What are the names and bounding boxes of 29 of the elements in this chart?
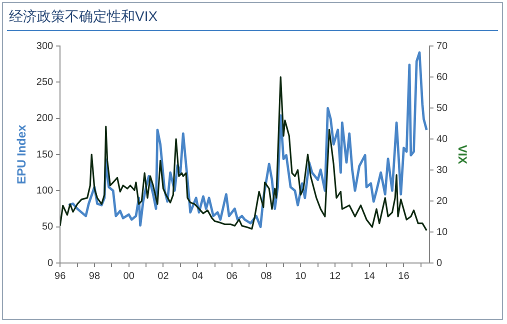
y2-tick-label: 30 [436, 164, 448, 176]
y2-tick-label: 70 [436, 40, 448, 52]
y-tick-label: 250 [36, 76, 54, 88]
y-tick-label: 50 [42, 222, 54, 233]
x-tick-label: 16 [398, 270, 410, 282]
x-tick-label: 14 [364, 270, 376, 282]
y2-tick-label: 20 [436, 196, 448, 207]
y-tick-label: 150 [36, 149, 54, 160]
x-tick-label: 10 [295, 270, 307, 282]
x-tick-label: 04 [192, 270, 204, 282]
y2-tick-label: 10 [436, 226, 448, 238]
y-tick-label: 200 [36, 113, 54, 124]
chart-title: 经济政策不确定性和VIX [9, 8, 158, 26]
x-tick-label: 00 [123, 270, 135, 282]
x-tick-label: 08 [260, 270, 272, 282]
y-axis-title: EPU Index [14, 124, 29, 184]
y2-tick-label: 40 [436, 134, 448, 145]
x-tick-label: 98 [88, 270, 100, 282]
x-tick-label: 12 [329, 270, 342, 282]
x-tick-label: 96 [54, 270, 66, 282]
y2-tick-label: 0 [436, 258, 442, 269]
y2-axis-title: VIX [455, 144, 470, 164]
y2-tick-label: 50 [436, 102, 448, 114]
x-tick-label: 06 [226, 270, 238, 282]
y-tick-label: 300 [36, 40, 54, 52]
y-tick-label: 100 [36, 185, 54, 196]
x-tick-label: 02 [158, 270, 170, 282]
y2-tick-label: 60 [436, 72, 448, 83]
y-tick-label: 0 [48, 258, 54, 269]
